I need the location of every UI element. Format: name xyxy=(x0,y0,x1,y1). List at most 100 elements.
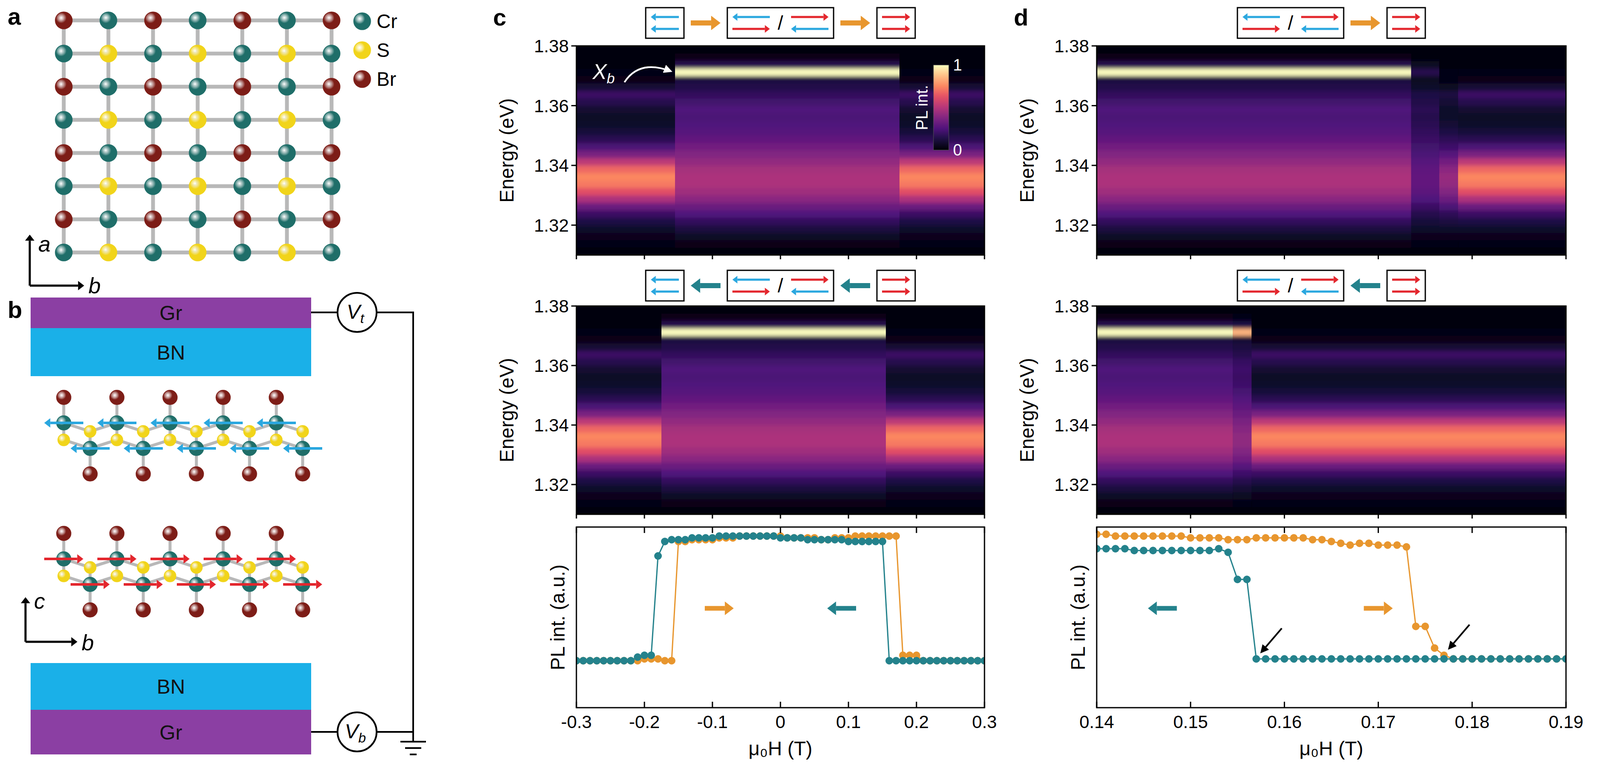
series-point xyxy=(892,657,900,665)
x-tick xyxy=(984,527,986,534)
heat-cell xyxy=(661,387,887,396)
spin-arrow xyxy=(655,278,679,281)
plot-background xyxy=(576,306,985,515)
spin-arrow xyxy=(1306,290,1339,293)
heat-cell xyxy=(885,439,985,449)
heat-cell xyxy=(1439,172,1459,181)
heat-cell xyxy=(1096,372,1234,381)
x-tick xyxy=(1471,527,1473,534)
series-point xyxy=(1364,655,1373,663)
x-tick xyxy=(712,255,714,260)
heat-cell xyxy=(885,454,985,463)
heat-cell xyxy=(576,343,662,352)
heat-cell xyxy=(576,439,662,449)
atom xyxy=(323,111,341,129)
y-tick xyxy=(1091,45,1097,47)
sweep-arrow xyxy=(1350,20,1371,26)
heat-cell xyxy=(576,306,662,314)
spin-arrow xyxy=(1392,28,1416,31)
heat-cell xyxy=(576,172,676,181)
series-point xyxy=(1139,546,1148,555)
series-point xyxy=(626,657,635,665)
atom xyxy=(323,78,341,96)
atom xyxy=(136,602,151,618)
heat-cell xyxy=(1096,357,1234,366)
y-tick xyxy=(571,365,577,367)
panel-letter: c xyxy=(493,3,507,31)
series-point xyxy=(701,534,710,542)
heat-cell xyxy=(885,469,985,478)
series-point xyxy=(1543,655,1552,663)
heat-cell xyxy=(1411,75,1440,84)
heat-cell xyxy=(885,476,985,486)
heat-cell xyxy=(576,372,662,381)
series-point xyxy=(1196,546,1204,555)
heat-cell xyxy=(576,45,676,54)
atom xyxy=(190,561,203,574)
heat-cell xyxy=(1232,491,1252,500)
atom xyxy=(189,243,207,261)
atom xyxy=(233,111,251,129)
annotation-sub: b xyxy=(606,70,615,87)
spin-arrow-head xyxy=(263,579,270,590)
heat-cell xyxy=(576,187,676,196)
heat-cell xyxy=(899,195,985,204)
x-axis-title: μ₀H (T) xyxy=(1299,737,1364,760)
heat-cell xyxy=(1232,357,1252,366)
cells-clip xyxy=(576,45,985,256)
annotation-arrow xyxy=(624,67,671,83)
heat-cell xyxy=(899,53,985,62)
spin-arrow-head xyxy=(209,579,216,590)
series-point xyxy=(769,532,778,540)
heat-cell xyxy=(885,380,985,389)
heat-cell xyxy=(1232,439,1252,449)
heat-cell xyxy=(1251,306,1566,314)
series-point xyxy=(1299,534,1308,542)
series-clip xyxy=(576,532,985,665)
heat-cell xyxy=(899,239,985,248)
series-point xyxy=(586,657,594,665)
atom xyxy=(278,177,296,195)
heat-cell xyxy=(1411,68,1440,77)
wire xyxy=(311,311,338,314)
heat-cell xyxy=(1458,75,1566,84)
spin-arrow-head xyxy=(650,275,656,284)
heat-cell xyxy=(661,469,887,478)
atom xyxy=(233,144,251,162)
heat-cell xyxy=(576,350,662,359)
atom xyxy=(295,466,310,482)
heat-cell xyxy=(1439,90,1459,99)
atom xyxy=(164,570,176,582)
heat-cell xyxy=(1232,447,1252,456)
series-point xyxy=(1158,546,1167,555)
sweep-arrow xyxy=(1156,606,1177,611)
series-point xyxy=(844,537,853,546)
heat-cell xyxy=(1458,90,1566,99)
series-point xyxy=(1506,655,1514,663)
heat-cell xyxy=(1232,320,1252,330)
state-separator: / xyxy=(1287,274,1294,297)
series-point xyxy=(878,537,887,546)
series-point xyxy=(1486,655,1495,663)
heat-cell xyxy=(675,120,900,129)
figure: abcdCrSBrabGrBNBNGrcbVtVb////1.321.341.3… xyxy=(0,0,1600,771)
series-point xyxy=(1139,532,1148,540)
heat-cell xyxy=(1411,172,1440,181)
series-point xyxy=(769,532,778,540)
heat-cell xyxy=(899,202,985,211)
heat-cell xyxy=(885,491,985,500)
heat-cell xyxy=(1411,45,1440,54)
heat-cell xyxy=(1096,113,1412,122)
series-point xyxy=(1120,544,1129,553)
panel-letter: b xyxy=(7,296,23,324)
heat-cell xyxy=(885,447,985,456)
sweep-arrow xyxy=(1363,606,1384,611)
heat-cell xyxy=(1439,209,1459,219)
series-point xyxy=(1430,655,1439,663)
series-point xyxy=(1346,655,1354,663)
spin-arrow-head xyxy=(1415,25,1421,33)
series-point xyxy=(756,532,764,540)
spin-arrow-head xyxy=(1274,287,1280,296)
y-tick-label: 1.34 xyxy=(1054,415,1090,436)
heat-cell xyxy=(1096,499,1234,508)
